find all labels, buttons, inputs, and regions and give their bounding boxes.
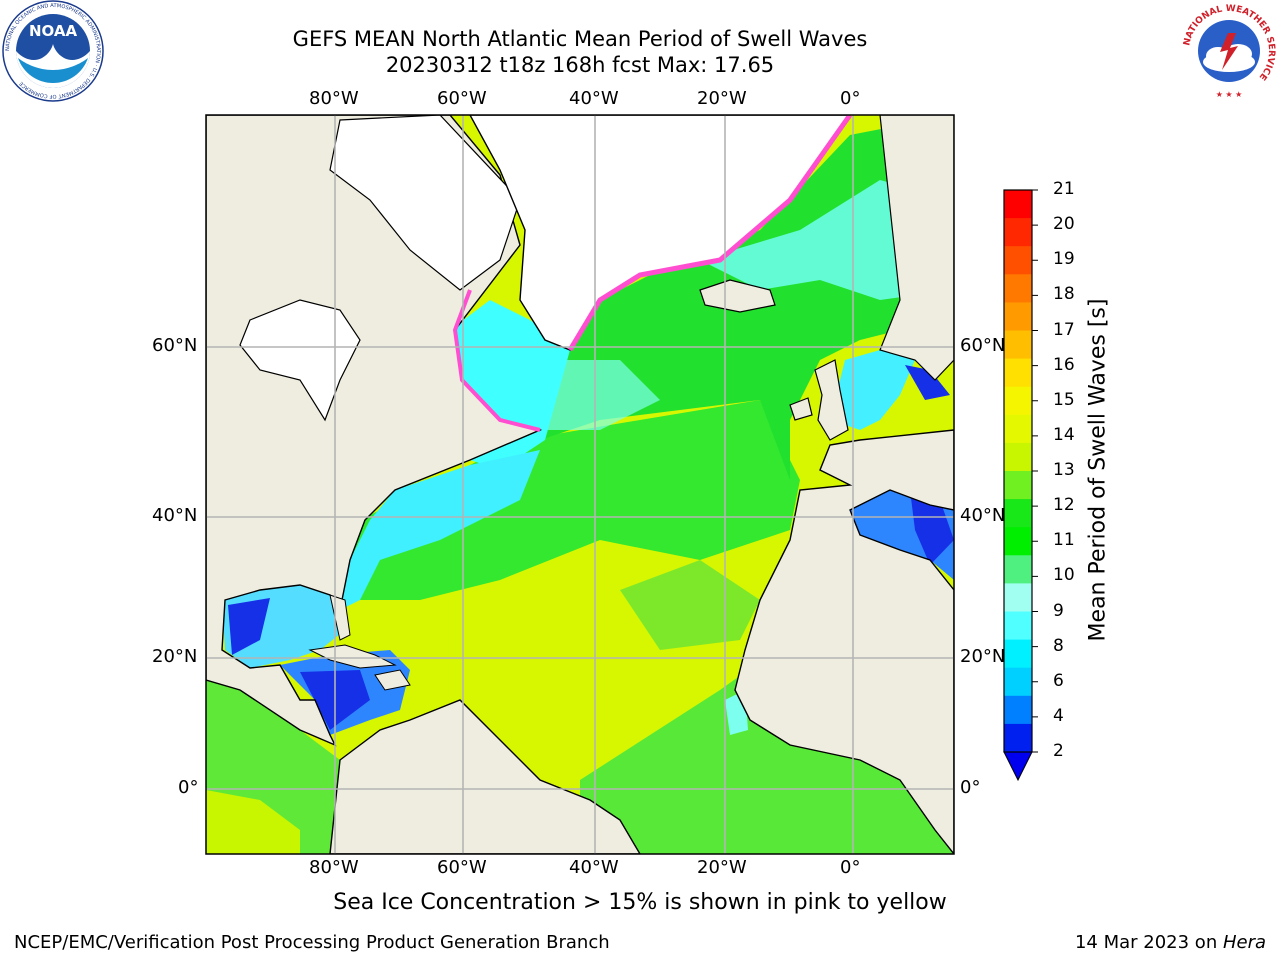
lat-label-left-40n: 40°N [152, 505, 198, 526]
noaa-logo: NATIONAL OCEANIC AND ATMOSPHERIC ADMINIS… [2, 0, 104, 102]
chart-subtitle: 20230312 t18z 168h fcst Max: 17.65 [385, 53, 775, 77]
great-britain-land [814, 359, 849, 441]
noaa-logo-text: NOAA [29, 22, 78, 40]
lon-label-bottom-40w: 40°W [569, 857, 619, 878]
map-frame [205, 114, 955, 855]
iceland-land [699, 279, 776, 313]
lon-label-top-0: 0° [840, 88, 861, 109]
credit-text: NCEP/EMC/Verification Post Processing Pr… [14, 932, 610, 953]
colorbar-segment [1004, 723, 1032, 753]
colorbar-tick-label: 11 [1053, 530, 1075, 551]
colorbar-tick-label: 20 [1053, 214, 1075, 235]
svg-text:★ ★ ★: ★ ★ ★ [1216, 90, 1243, 99]
colorbar-segment [1004, 274, 1032, 303]
colorbar-title: Mean Period of Swell Waves [s] [1085, 298, 1111, 642]
colorbar-tick-label: 8 [1053, 635, 1064, 656]
lon-label-top-80w: 80°W [309, 88, 359, 109]
lat-label-left-20n: 20°N [152, 646, 198, 667]
hudson-bay [239, 299, 361, 422]
colorbar-tick-label: 19 [1053, 249, 1075, 270]
colorbar-tick-label: 17 [1053, 319, 1075, 340]
colorbar-tick-label: 9 [1053, 600, 1064, 621]
colorbar-segment [1004, 555, 1032, 584]
lon-label-bottom-80w: 80°W [309, 857, 359, 878]
lon-label-top-60w: 60°W [437, 88, 487, 109]
lat-label-left-60n: 60°N [152, 335, 198, 356]
colorbar-tick-label: 4 [1053, 705, 1064, 726]
lat-label-left-0: 0° [178, 777, 199, 798]
chart-title: GEFS MEAN North Atlantic Mean Period of … [292, 27, 868, 51]
colorbar-segment [1004, 667, 1032, 697]
colorbar-tick-label: 14 [1053, 424, 1075, 445]
colorbar-segment [1004, 330, 1032, 360]
scandinavia-land [879, 115, 954, 381]
colorbar-segment [1004, 471, 1032, 500]
colorbar-segment [1004, 302, 1032, 332]
lat-label-right-20n: 20°N [960, 646, 1006, 667]
graticule [206, 115, 954, 854]
date-text: 14 Mar 2023 on [1074, 932, 1223, 953]
colorbar-segment [1004, 218, 1032, 247]
colorbar-segment [1004, 639, 1032, 669]
machine-name: Hera [1222, 932, 1266, 953]
europe-africa-land [734, 429, 954, 854]
colorbar-segment [1004, 583, 1032, 613]
lon-label-top-40w: 40°W [569, 88, 619, 109]
colorbar-segment [1004, 695, 1032, 725]
colorbar [1003, 189, 1038, 782]
colorbar-tick-label: 18 [1053, 284, 1075, 305]
map-plot-area [206, 115, 954, 854]
lon-label-bottom-60w: 60°W [437, 857, 487, 878]
colorbar-segment [1004, 442, 1032, 472]
arctic-ice [329, 115, 521, 291]
lat-label-right-60n: 60°N [960, 335, 1006, 356]
colorbar-tick-label: 2 [1053, 741, 1064, 761]
lon-label-bottom-0: 0° [840, 857, 861, 878]
date-stamp: 14 Mar 2023 on Hera [1075, 932, 1266, 953]
colorbar-segment [1004, 358, 1032, 388]
colorbar-tick-label: 6 [1053, 670, 1064, 691]
colorbar-tick-label: 10 [1053, 565, 1075, 586]
sea-ice-note: Sea Ice Concentration > 15% is shown in … [333, 890, 947, 915]
lat-label-right-0: 0° [960, 777, 981, 798]
lon-label-bottom-20w: 20°W [697, 857, 747, 878]
south-america-land [329, 699, 641, 854]
colorbar-tick-label: 16 [1053, 354, 1075, 375]
nws-logo: NATIONAL WEATHER SERVICE ★ ★ ★ [1180, 2, 1278, 100]
lon-label-top-20w: 20°W [697, 88, 747, 109]
colorbar-segment [1004, 611, 1032, 641]
colorbar-tick-label: 21 [1053, 179, 1075, 199]
colorbar-tick-label: 13 [1053, 460, 1075, 480]
colorbar-tick-label: 15 [1053, 389, 1075, 410]
colorbar-tick-label: 12 [1053, 495, 1075, 516]
colorbar-segment [1004, 246, 1032, 275]
colorbar-segment [1004, 414, 1032, 444]
colorbar-segment [1004, 190, 1032, 219]
colorbar-segment [1004, 527, 1032, 556]
lat-label-right-40n: 40°N [960, 505, 1006, 526]
colorbar-extend-arrow [1003, 751, 1033, 782]
colorbar-segment [1004, 499, 1032, 528]
colorbar-segment [1004, 386, 1032, 416]
ireland-land [789, 397, 813, 421]
